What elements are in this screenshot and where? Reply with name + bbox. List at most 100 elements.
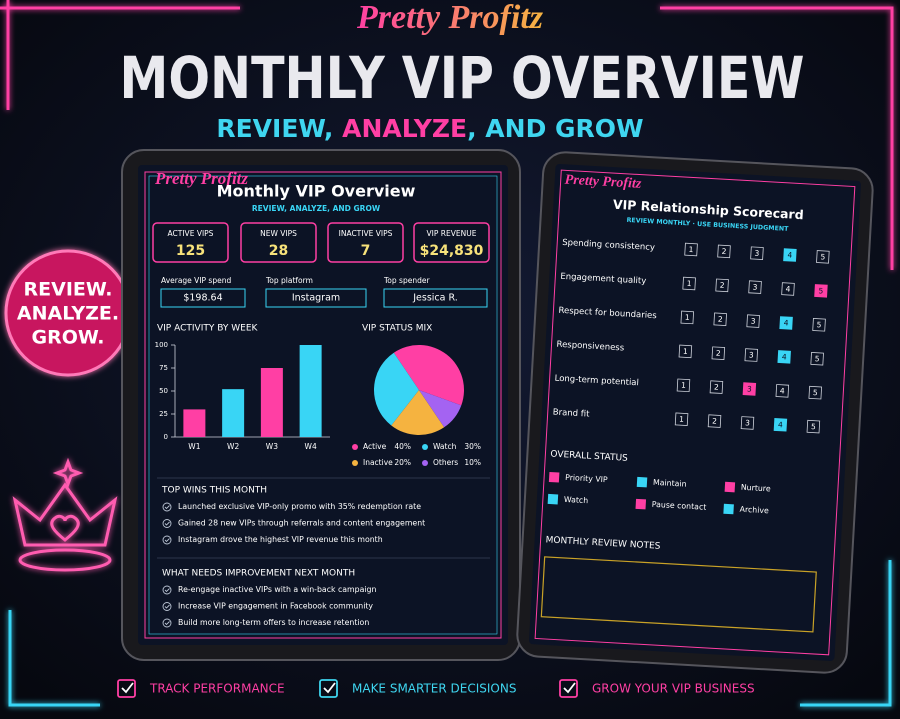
kpi-value: 7 — [361, 243, 371, 259]
y-tick-label: 75 — [159, 364, 168, 372]
score-box — [713, 312, 727, 327]
footer-check-mark — [323, 682, 336, 694]
section-title: OVERALL STATUS — [550, 450, 628, 464]
score-number: 5 — [818, 286, 823, 295]
kpi-label: NEW VIPS — [260, 229, 297, 238]
score-box — [750, 246, 764, 260]
criterion-label: Brand fit — [552, 408, 590, 420]
footer-check-mark — [563, 682, 576, 694]
score-box — [808, 385, 823, 400]
kpi-box — [152, 222, 229, 263]
x-tick-label: W2 — [227, 442, 239, 451]
list-item: Instagram drove the highest VIP revenue … — [178, 535, 383, 544]
check-mark — [164, 521, 170, 526]
score-box — [810, 351, 824, 366]
score-number: 2 — [721, 247, 726, 256]
score-number: 3 — [751, 316, 756, 325]
score-number: 3 — [747, 384, 752, 393]
score-box — [674, 412, 689, 427]
kpi-value: 28 — [269, 243, 288, 259]
score-box — [707, 414, 722, 428]
criterion-label: Long-term potential — [554, 374, 639, 389]
score-number: 3 — [752, 283, 757, 292]
check-mark — [164, 538, 170, 543]
status-label: Pause contact — [652, 500, 707, 512]
score-box — [740, 416, 755, 430]
footer-item: TRACK PERFORMANCE — [149, 682, 285, 696]
badge: REVIEW.ANALYZE.GROW. — [17, 279, 119, 349]
legend-label: Watch — [433, 442, 457, 451]
left-frame-inner — [148, 175, 498, 635]
score-number: 2 — [714, 383, 719, 392]
stat-box — [383, 288, 488, 308]
score-box — [746, 314, 760, 328]
stat-value: Jessica R. — [412, 293, 458, 304]
tablet-title: Monthly VIP Overview — [217, 182, 416, 201]
y-tick-label: 100 — [155, 341, 168, 349]
chart-title: VIP ACTIVITY BY WEEK — [157, 324, 259, 334]
bar — [183, 409, 206, 437]
footer-check-mark — [121, 682, 134, 694]
kpi-label: ACTIVE VIPS — [168, 229, 214, 238]
legend-dot — [422, 460, 428, 466]
kpi-value: 125 — [176, 243, 205, 259]
status-swatch — [635, 498, 647, 510]
score-box — [715, 278, 729, 293]
score-number: 2 — [719, 281, 724, 290]
left-screen — [138, 165, 508, 645]
y-tick-label: 0 — [164, 433, 168, 441]
kpi-value: $24,830 — [420, 243, 484, 259]
score-box — [814, 284, 828, 298]
y-tick-label: 50 — [159, 387, 168, 395]
check-mark — [164, 621, 170, 626]
score-number: 5 — [815, 354, 820, 363]
subtitle: REVIEW, ANALYZE, AND GROW — [216, 114, 643, 143]
right-screen — [529, 164, 861, 661]
status-label: Priority VIP — [565, 473, 608, 484]
badge-line: REVIEW. — [24, 279, 113, 301]
notes-box — [540, 556, 817, 633]
score-box — [742, 382, 757, 396]
score-number: 1 — [683, 347, 688, 356]
score-box — [773, 418, 788, 432]
check-icon — [162, 585, 172, 595]
check-icon — [162, 535, 172, 545]
bar — [260, 368, 283, 437]
x-tick-label: W3 — [266, 442, 278, 451]
score-box — [711, 346, 726, 360]
footer-check — [117, 679, 136, 698]
kpi-label: INACTIVE VIPS — [339, 229, 393, 238]
pie-slice — [393, 344, 464, 406]
check-icon — [162, 602, 172, 611]
score-box — [676, 378, 691, 393]
pie-slice — [419, 390, 462, 428]
stat-value: $198.64 — [183, 293, 222, 304]
list-item: Build more long-term offers to increase … — [178, 618, 369, 627]
score-box — [680, 310, 695, 325]
stat-label: Average VIP spend — [161, 276, 231, 285]
status-swatch — [548, 471, 560, 483]
footer: TRACK PERFORMANCE MAKE SMARTER DECISIONS G… — [117, 679, 755, 698]
kpi-box — [240, 222, 317, 263]
check-icon — [162, 618, 172, 628]
kpi-box — [327, 222, 404, 263]
criterion-label: Engagement quality — [560, 272, 646, 287]
score-number: 5 — [820, 252, 825, 261]
stat-box — [265, 288, 367, 308]
score-number: 4 — [787, 250, 792, 259]
score-number: 4 — [780, 386, 785, 395]
footer-item: GROW YOUR VIP BUSINESS — [592, 682, 755, 696]
legend-label: Others — [433, 458, 458, 467]
score-number: 1 — [679, 415, 684, 424]
footer-check — [319, 679, 338, 698]
score-box — [781, 282, 795, 296]
score-number: 3 — [749, 350, 754, 359]
legend-value: 10% — [464, 458, 481, 467]
score-box — [816, 250, 830, 264]
criterion-label: Responsiveness — [556, 340, 625, 354]
status-label: Nurture — [741, 483, 771, 494]
stat-label: Top spender — [383, 276, 430, 285]
